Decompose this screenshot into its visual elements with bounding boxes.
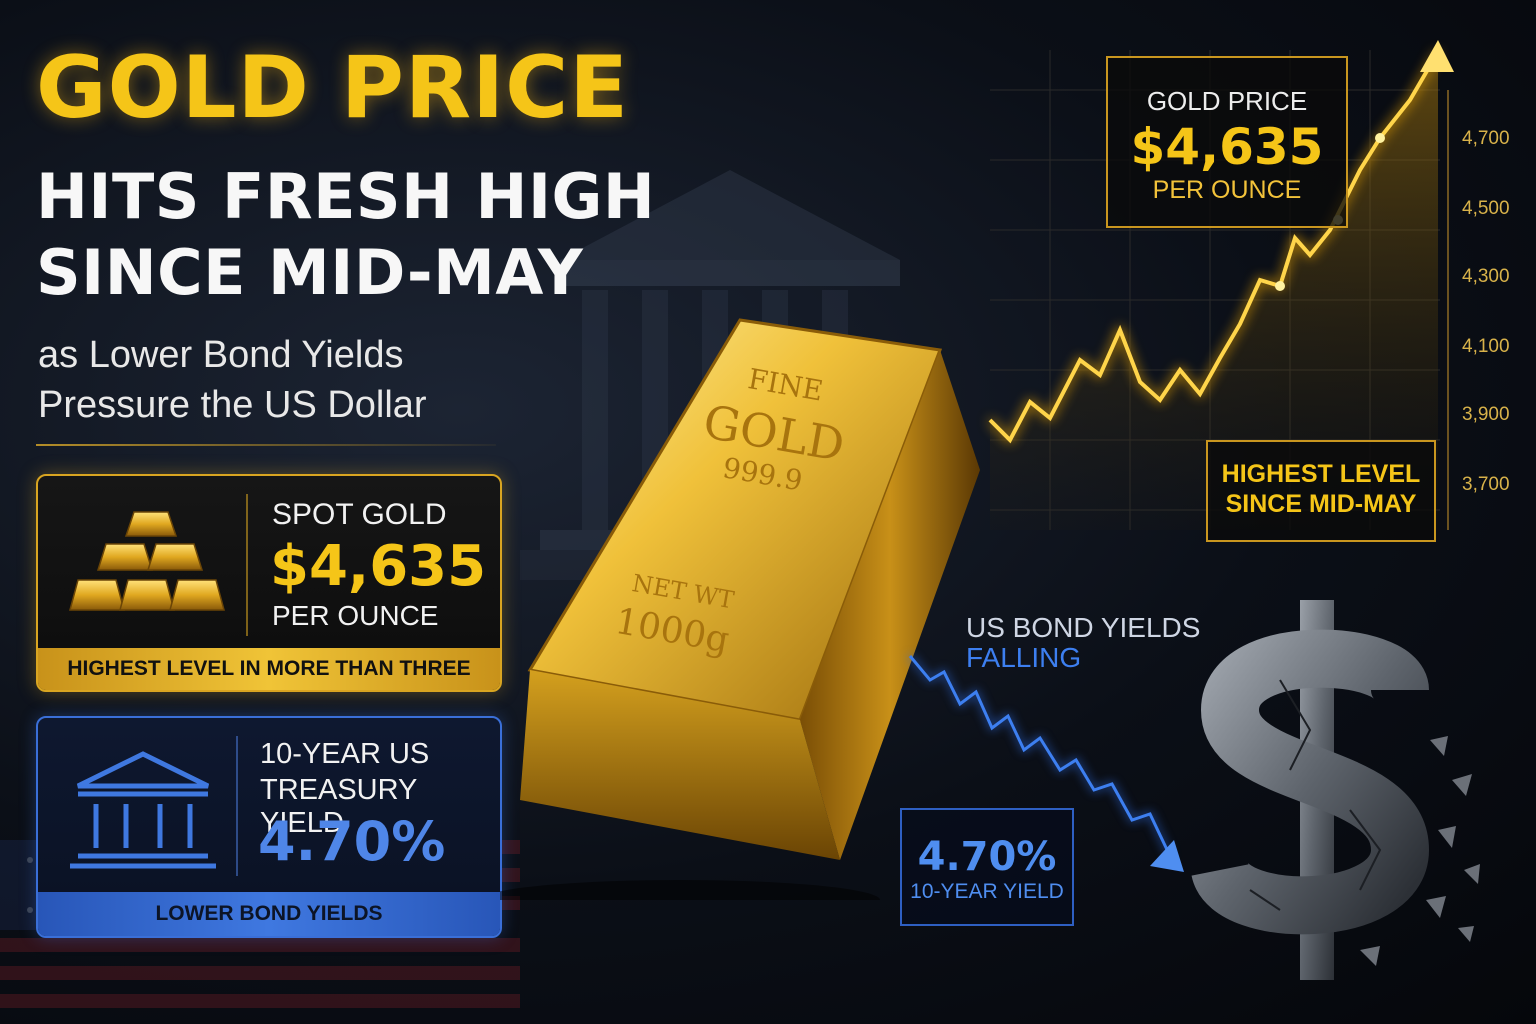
y-tick-label: 3,700 xyxy=(1462,474,1510,495)
bond-yield-callout-value: 4.70% xyxy=(917,834,1057,880)
bond-yield-chart xyxy=(908,655,1184,872)
treasury-yield-card: 10-YEAR US TREASURY YIELD 4.70% LOWER BO… xyxy=(36,716,502,938)
gold-up-arrow-icon xyxy=(1420,40,1454,72)
treasury-card-divider xyxy=(236,736,238,876)
y-tick-label: 4,700 xyxy=(1462,128,1510,149)
gold-price-area xyxy=(990,52,1438,530)
gold-price-callout-value: $4,635 xyxy=(1130,118,1324,176)
spot-gold-banner: HIGHEST LEVEL IN MORE THAN THREE MONTHS xyxy=(38,648,500,690)
spot-gold-unit: PER OUNCE xyxy=(272,600,439,631)
highest-level-callout: HIGHEST LEVEL SINCE MID-MAY xyxy=(1206,440,1436,542)
treasury-label-line-2: TREASURY YIELD xyxy=(260,774,417,839)
highest-level-line-1: HIGHEST LEVEL xyxy=(1221,460,1421,488)
bond-yield-callout: 4.70% 10-YEAR YIELD xyxy=(900,808,1074,926)
bond-yield-line xyxy=(908,655,1172,857)
spot-gold-card: SPOT GOLD $4,635 PER OUNCE HIGHEST LEVEL… xyxy=(36,474,502,692)
bond-down-arrow-icon xyxy=(1150,840,1184,872)
cracked-dollar-sign-icon xyxy=(1191,600,1480,980)
y-tick-label: 3,900 xyxy=(1462,404,1510,425)
y-tick-label: 4,300 xyxy=(1462,266,1510,287)
bank-building-icon xyxy=(70,751,216,869)
bond-title-line-2: FALLING xyxy=(966,642,1082,673)
y-tick-label: 4,500 xyxy=(1462,198,1510,219)
treasury-banner: LOWER BOND YIELDS xyxy=(38,892,500,936)
subheadline-line-2: Pressure the US Dollar xyxy=(38,384,427,426)
spot-gold-label: SPOT GOLD xyxy=(272,498,447,531)
treasury-yield-value: 4.70% xyxy=(258,810,446,873)
gold-bars-stack-icon xyxy=(69,511,225,611)
y-tick-label: 4,100 xyxy=(1462,336,1510,357)
bond-yield-callout-label: 10-YEAR YIELD xyxy=(910,880,1064,903)
treasury-label-line-1: 10-YEAR US xyxy=(260,738,430,770)
headline-line-2: HITS FRESH HIGH xyxy=(36,160,656,233)
spot-card-divider xyxy=(246,494,248,636)
highest-level-line-2: SINCE MID-MAY xyxy=(1225,490,1417,518)
headline-divider xyxy=(36,444,496,446)
gold-bar-icon: FINE GOLD 999.9 NET WT 1000g xyxy=(500,318,980,900)
gold-price-callout: GOLD PRICE $4,635 PER OUNCE xyxy=(1106,56,1348,228)
gold-price-callout-unit: PER OUNCE xyxy=(1152,176,1302,204)
subheadline-line-1: as Lower Bond Yields xyxy=(38,334,404,376)
headline-line-1: GOLD PRICE xyxy=(36,38,629,138)
spot-gold-price: $4,635 xyxy=(270,534,487,599)
headline-line-3: SINCE MID-MAY xyxy=(36,236,584,309)
gold-price-callout-label: GOLD PRICE xyxy=(1146,86,1308,116)
bond-title-line-1: US BOND YIELDS xyxy=(966,612,1201,643)
